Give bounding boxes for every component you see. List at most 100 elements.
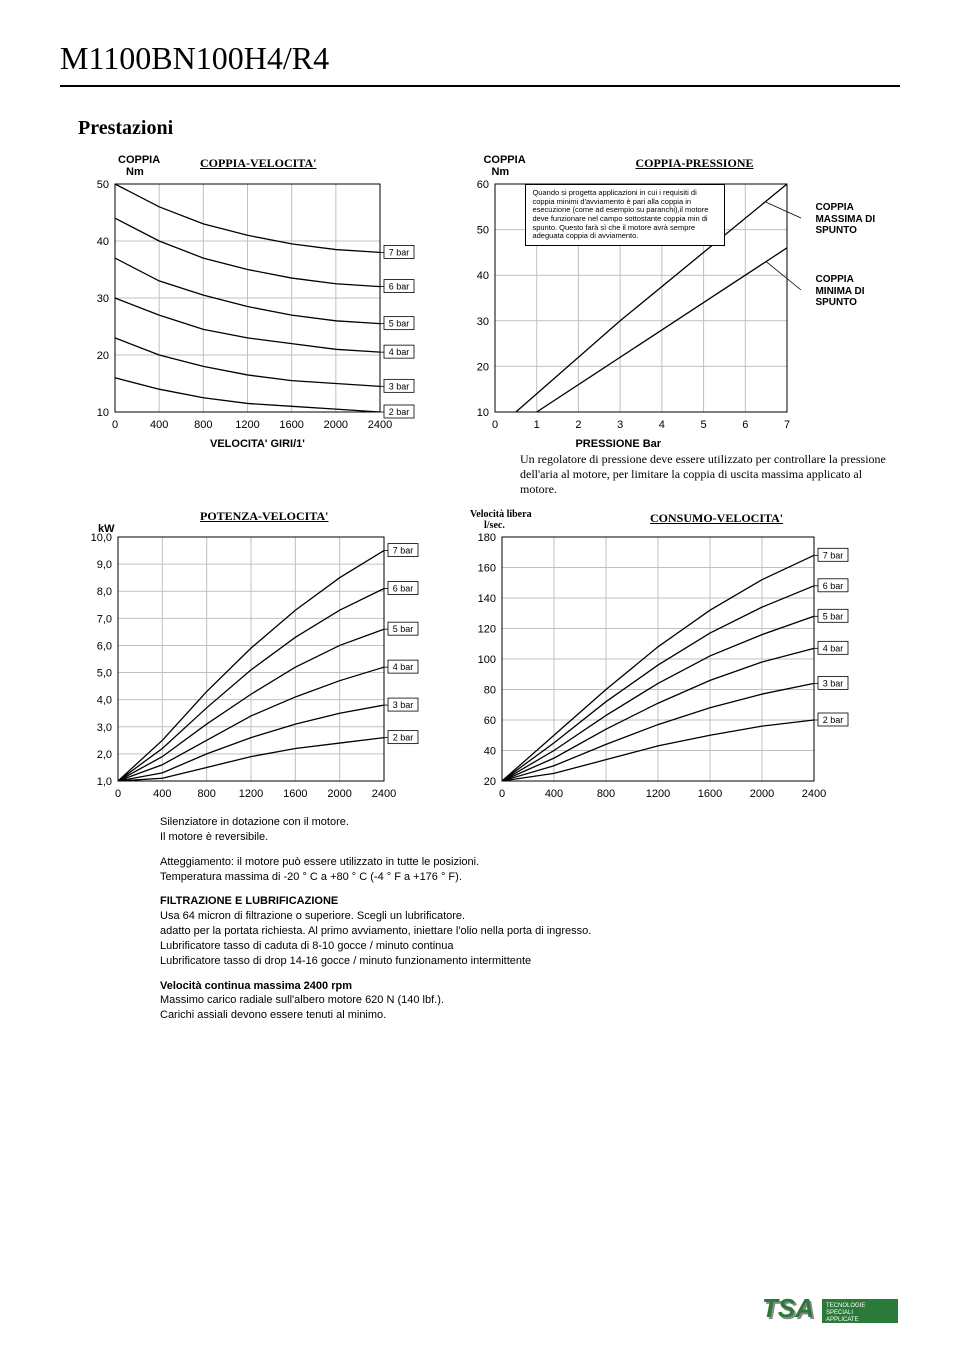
- svg-text:3: 3: [618, 419, 624, 431]
- svg-text:1,0: 1,0: [97, 776, 112, 788]
- svg-text:4,0: 4,0: [97, 695, 112, 707]
- svg-text:30: 30: [477, 316, 489, 328]
- chart2-ylabel: COPPIANm: [483, 154, 525, 178]
- chart2-xlabel: PRESSIONE Bar: [575, 438, 661, 450]
- svg-text:2 bar: 2 bar: [823, 715, 844, 725]
- svg-text:140: 140: [478, 593, 496, 605]
- svg-text:60: 60: [484, 715, 496, 727]
- divider: [60, 85, 900, 87]
- svg-text:2,0: 2,0: [97, 749, 112, 761]
- svg-text:2400: 2400: [368, 419, 392, 431]
- chart2-note: Quando si progetta applicazioni in cui i…: [525, 184, 725, 246]
- svg-text:2000: 2000: [327, 788, 351, 800]
- svg-text:800: 800: [197, 788, 215, 800]
- chart-consumo-velocita: Velocità liberal/sec. CONSUMO-VELOCITA' …: [450, 509, 900, 809]
- svg-text:20: 20: [477, 361, 489, 373]
- svg-text:50: 50: [477, 225, 489, 237]
- svg-text:120: 120: [478, 624, 496, 636]
- svg-text:2 bar: 2 bar: [389, 407, 410, 417]
- svg-text:0: 0: [112, 419, 118, 431]
- svg-text:2 bar: 2 bar: [393, 733, 414, 743]
- svg-text:4 bar: 4 bar: [823, 643, 844, 653]
- svg-text:APPLICATE: APPLICATE: [826, 1317, 859, 1323]
- svg-text:7: 7: [784, 419, 790, 431]
- svg-text:60: 60: [477, 179, 489, 191]
- logo-tsa: TSA TSA TECNOLOGIE SPECIALI APPLICATE: [760, 1293, 900, 1334]
- chart1-xlabel: VELOCITA' GIRI/1': [210, 438, 305, 450]
- svg-text:7 bar: 7 bar: [823, 550, 844, 560]
- svg-text:5 bar: 5 bar: [393, 624, 414, 634]
- page-title: M1100BN100H4/R4: [60, 40, 900, 77]
- note-filtrazione: FILTRAZIONE E LUBRIFICAZIONEUsa 64 micro…: [160, 894, 780, 968]
- svg-text:100: 100: [478, 654, 496, 666]
- svg-text:5: 5: [701, 419, 707, 431]
- svg-text:6 bar: 6 bar: [823, 581, 844, 591]
- note-velocita: Velocità continua massima 2400 rpmMassim…: [160, 979, 780, 1024]
- chart-potenza-velocita: POTENZA-VELOCITA' kW 1,02,03,04,05,06,07…: [60, 509, 440, 809]
- chart1-title: COPPIA-VELOCITA': [200, 156, 316, 171]
- svg-text:0: 0: [492, 419, 498, 431]
- svg-text:1200: 1200: [239, 788, 263, 800]
- svg-text:20: 20: [484, 776, 496, 788]
- svg-text:3 bar: 3 bar: [823, 678, 844, 688]
- svg-text:2400: 2400: [372, 788, 396, 800]
- svg-text:2400: 2400: [802, 788, 826, 800]
- svg-text:7,0: 7,0: [97, 613, 112, 625]
- svg-text:6 bar: 6 bar: [389, 282, 410, 292]
- svg-text:1200: 1200: [235, 419, 259, 431]
- footer-notes: Silenziatore in dotazione con il motore.…: [160, 815, 780, 1023]
- svg-text:160: 160: [478, 563, 496, 575]
- svg-text:1600: 1600: [283, 788, 307, 800]
- svg-text:1: 1: [534, 419, 540, 431]
- page-subtitle: Prestazioni: [78, 117, 900, 140]
- note-silenziatore: Silenziatore in dotazione con il motore.…: [160, 815, 780, 845]
- svg-text:5 bar: 5 bar: [389, 319, 410, 329]
- svg-text:80: 80: [484, 685, 496, 697]
- svg-text:3,0: 3,0: [97, 722, 112, 734]
- chart2-title: COPPIA-PRESSIONE: [635, 156, 753, 171]
- svg-text:1600: 1600: [698, 788, 722, 800]
- svg-text:4 bar: 4 bar: [389, 347, 410, 357]
- svg-text:800: 800: [194, 419, 212, 431]
- svg-text:5 bar: 5 bar: [823, 611, 844, 621]
- svg-text:SPECIALI: SPECIALI: [826, 1310, 853, 1316]
- svg-text:20: 20: [97, 350, 109, 362]
- svg-text:TECNOLOGIE: TECNOLOGIE: [826, 1303, 865, 1309]
- svg-text:2: 2: [576, 419, 582, 431]
- svg-text:9,0: 9,0: [97, 559, 112, 571]
- mid-paragraph: Un regolatore di pressione deve essere u…: [520, 452, 890, 497]
- chart-coppia-velocita: COPPIANm COPPIA-VELOCITA' 10 20 30 40 50 0 400…: [60, 154, 435, 444]
- svg-text:180: 180: [478, 532, 496, 544]
- svg-text:7 bar: 7 bar: [389, 247, 410, 257]
- svg-text:800: 800: [597, 788, 615, 800]
- logo-text: TSA: [762, 1293, 814, 1323]
- svg-text:1600: 1600: [279, 419, 303, 431]
- svg-text:2000: 2000: [324, 419, 348, 431]
- svg-text:3 bar: 3 bar: [389, 381, 410, 391]
- svg-text:3 bar: 3 bar: [393, 700, 414, 710]
- chart3-title: POTENZA-VELOCITA': [200, 509, 328, 524]
- svg-text:0: 0: [115, 788, 121, 800]
- svg-text:10: 10: [97, 407, 109, 419]
- note-atteggiamento: Atteggiamento: il motore può essere util…: [160, 855, 780, 885]
- svg-text:6 bar: 6 bar: [393, 584, 414, 594]
- svg-text:2000: 2000: [750, 788, 774, 800]
- svg-text:400: 400: [153, 788, 171, 800]
- svg-text:50: 50: [97, 179, 109, 191]
- svg-text:5,0: 5,0: [97, 668, 112, 680]
- label-coppia-min: COPPIA MINIMA DI SPUNTO: [815, 274, 890, 309]
- svg-text:400: 400: [150, 419, 168, 431]
- svg-text:30: 30: [97, 293, 109, 305]
- svg-text:10,0: 10,0: [91, 532, 112, 544]
- svg-text:0: 0: [499, 788, 505, 800]
- svg-text:40: 40: [97, 236, 109, 248]
- svg-text:1200: 1200: [646, 788, 670, 800]
- svg-text:7 bar: 7 bar: [393, 546, 414, 556]
- svg-text:6,0: 6,0: [97, 640, 112, 652]
- chart1-ylabel: COPPIANm: [118, 154, 160, 178]
- svg-text:6: 6: [743, 419, 749, 431]
- chart-coppia-pressione: COPPIANm COPPIA-PRESSIONE 10203040506001…: [445, 154, 900, 444]
- svg-text:8,0: 8,0: [97, 586, 112, 598]
- svg-text:4 bar: 4 bar: [393, 662, 414, 672]
- chart4-title: CONSUMO-VELOCITA': [650, 511, 783, 526]
